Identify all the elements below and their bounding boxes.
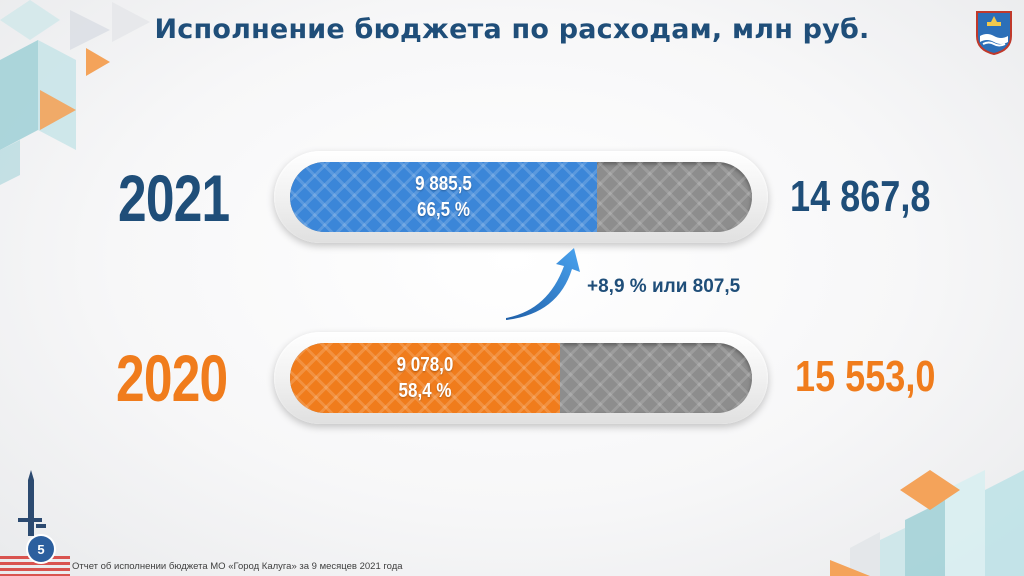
bar-frame-2021: 9 885,5 66,5 % (274, 151, 768, 243)
executed-value-2021: 9 885,5 (415, 173, 472, 195)
top-left-shapes (0, 0, 150, 185)
page-number-badge: 5 (28, 536, 54, 562)
bar-fill-2020 (290, 343, 560, 413)
footer-text: Отчет об исполнении бюджета МО «Город Ка… (72, 561, 403, 572)
year-label-2020: 2020 (116, 341, 228, 415)
executed-value-2020: 9 078,0 (396, 354, 454, 376)
bar-label-2020: 9 078,0 58,4 % (310, 343, 540, 413)
year-label-2021: 2021 (118, 161, 230, 235)
total-value-2021: 14 867,8 (790, 172, 931, 221)
city-coat-of-arms-icon (976, 11, 1012, 56)
bar-frame-2020: 9 078,0 58,4 % (274, 332, 768, 424)
percent-value-2021: 66,5 % (417, 199, 470, 221)
bar-label-2021: 9 885,5 66,5 % (313, 162, 574, 232)
bar-fill-2021 (290, 162, 597, 232)
bar-track-2021: 9 885,5 66,5 % (290, 162, 752, 232)
bottom-right-shapes (830, 470, 1024, 576)
percent-value-2020: 58,4 % (398, 380, 452, 402)
total-value-2020: 15 553,0 (795, 352, 936, 401)
growth-arrow-icon (506, 248, 580, 320)
growth-label: +8,9 % или 807,5 (587, 276, 741, 297)
page-title: Исполнение бюджета по расходам, млн руб. (154, 14, 870, 45)
bar-track-2020: 9 078,0 58,4 % (290, 343, 752, 413)
monument-icon (18, 470, 46, 536)
